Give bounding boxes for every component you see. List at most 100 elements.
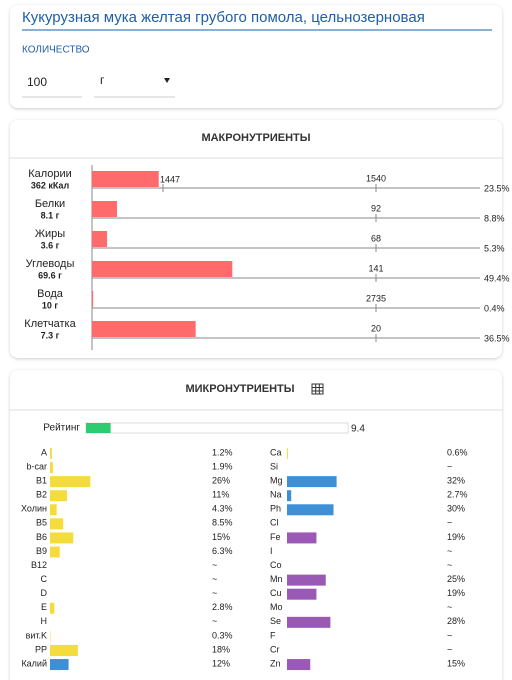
micro-name: Ca: [270, 447, 282, 457]
quantity-card: [10, 5, 502, 108]
micro-bar: [287, 616, 331, 628]
percent-label: 5.3%: [484, 243, 505, 253]
micro-name: вит.K: [26, 630, 47, 640]
micro-name: F: [270, 630, 276, 640]
micro-value: 6.3%: [212, 546, 233, 556]
micro-value: 8.5%: [212, 518, 233, 528]
micro-bar: [287, 448, 288, 459]
micro-name: Zn: [270, 658, 281, 668]
micro-bar: [50, 462, 53, 474]
micro-value: 2.7%: [447, 490, 468, 500]
percent-label: 8.8%: [484, 213, 505, 223]
micro-name: D: [41, 588, 48, 598]
macro-title: МАКРОНУТРИЕНТЫ: [201, 132, 310, 144]
micro-name: Cl: [270, 518, 279, 528]
micro-name: Se: [270, 616, 281, 626]
micro-value: ~: [447, 630, 452, 640]
micro-name: Si: [270, 461, 278, 471]
micro-bar: [50, 448, 52, 459]
norm-label: 92: [371, 203, 381, 213]
micro-value: 0.6%: [447, 447, 468, 457]
nutrient-amount: 3.6 г: [41, 240, 60, 250]
micro-value: ~: [212, 574, 217, 584]
rating-label: Рейтинг: [43, 423, 80, 434]
nutrient-name: Белки: [35, 198, 65, 210]
micro-value: ~: [447, 461, 452, 471]
micro-value: 19%: [447, 588, 465, 598]
micro-name: Ph: [270, 504, 281, 514]
macro-card: [10, 120, 502, 358]
micro-name: I: [270, 546, 273, 556]
unit-select[interactable]: г: [100, 73, 105, 87]
micro-name: Mo: [270, 602, 283, 612]
micro-value: 1.2%: [212, 447, 233, 457]
micro-value: 15%: [212, 532, 230, 542]
micro-name: Cr: [270, 644, 280, 654]
table-icon[interactable]: [311, 383, 324, 395]
micro-name: B12: [31, 560, 47, 570]
micro-name: C: [41, 574, 48, 584]
macro-bar: [92, 321, 196, 337]
micro-name: PP: [35, 644, 47, 654]
micro-name: B9: [36, 546, 47, 556]
rating-bar: [86, 423, 111, 433]
micro-bar: [50, 490, 68, 502]
macro-bar: [92, 201, 117, 217]
micro-value: 25%: [447, 574, 465, 584]
micro-value: ~: [212, 616, 217, 626]
micro-value: ~: [212, 588, 217, 598]
micro-value: 12%: [212, 658, 230, 668]
micro-value: 18%: [212, 644, 230, 654]
micro-value: ~: [447, 546, 452, 556]
micro-name: Co: [270, 560, 282, 570]
macro-bar: [92, 171, 159, 187]
rating-track: [85, 422, 349, 434]
micro-card: [10, 370, 502, 680]
micro-name: Калий: [21, 658, 47, 668]
quantity-input[interactable]: 100: [27, 75, 47, 89]
micro-bar: [287, 476, 337, 488]
micro-name: b-car: [26, 461, 47, 471]
micro-bar: [50, 532, 74, 544]
micro-value: 19%: [447, 532, 465, 542]
norm-label: 20: [371, 323, 381, 333]
macro-bar: [92, 291, 94, 307]
rating-value: 9.4: [351, 424, 365, 435]
product-title: Кукурузная мука желтая грубого помола, ц…: [22, 9, 425, 26]
micro-name: Холин: [21, 504, 47, 514]
micro-bar: [287, 490, 292, 502]
micro-bar: [50, 518, 64, 530]
percent-label: 36.5%: [484, 333, 510, 343]
micro-bar: [287, 574, 326, 586]
micro-name: Mg: [270, 476, 283, 486]
micro-value: 1.9%: [212, 461, 233, 471]
macro-bar: [92, 231, 108, 247]
nutrient-amount: 362 кКал: [31, 180, 70, 190]
select-arrow: [164, 78, 170, 83]
nutrient-name: Углеводы: [26, 258, 75, 270]
micro-value: 11%: [212, 490, 229, 500]
norm-label: 2735: [366, 293, 386, 303]
micro-name: E: [41, 602, 47, 612]
nutrient-name: Вода: [37, 288, 64, 300]
micro-value: 15%: [447, 658, 465, 668]
micro-name: H: [41, 616, 48, 626]
micro-name: B6: [36, 532, 47, 542]
micro-value: 2.8%: [212, 602, 233, 612]
micro-value: ~: [212, 560, 217, 570]
micro-value: 26%: [212, 476, 230, 486]
micro-name: A: [41, 447, 47, 457]
nutrient-amount: 8.1 г: [41, 210, 60, 220]
micro-bar: [50, 644, 78, 656]
micro-name: B5: [36, 518, 47, 528]
micro-name: B1: [36, 476, 47, 486]
percent-label: 23.5%: [484, 183, 510, 193]
micro-name: Mn: [270, 574, 283, 584]
micro-value: ~: [447, 644, 452, 654]
micro-bar: [287, 588, 317, 600]
micro-value: 0.3%: [212, 630, 233, 640]
micro-value: 4.3%: [212, 504, 233, 514]
micro-value: ~: [447, 518, 452, 528]
norm-label: 141: [368, 263, 383, 273]
